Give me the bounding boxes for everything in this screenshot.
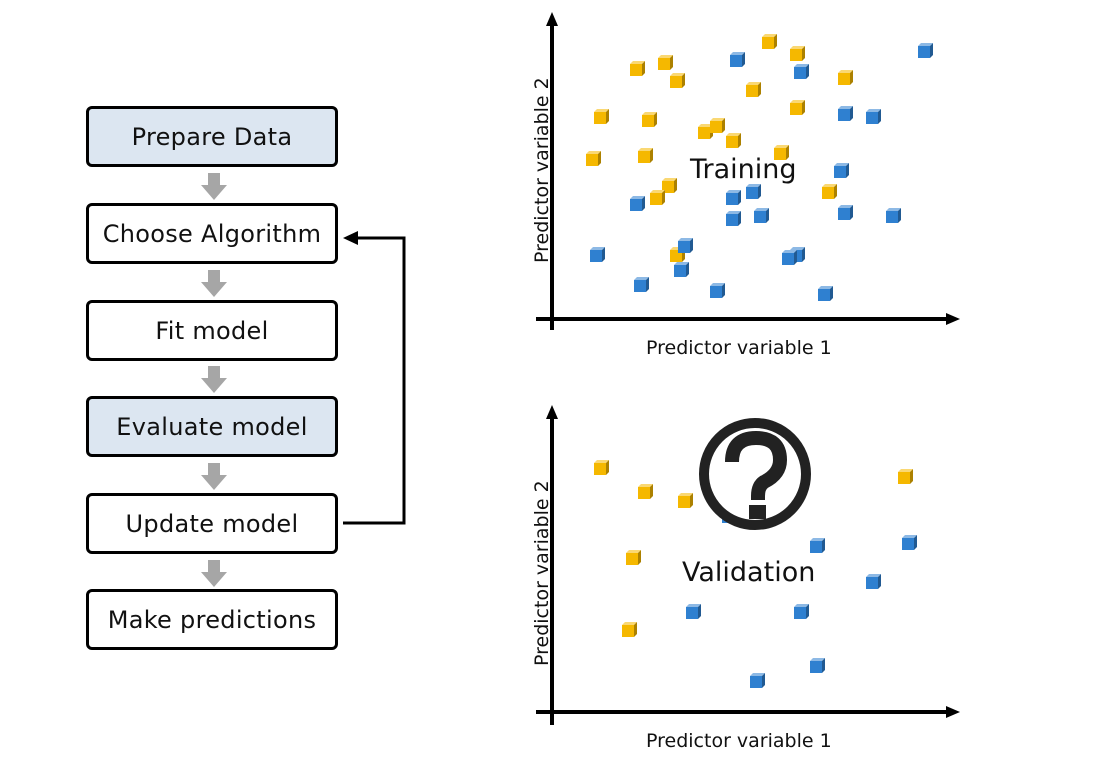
data-point-blue [746, 184, 761, 199]
step-choose-algorithm: Choose Algorithm [86, 203, 338, 264]
data-point-blue [838, 106, 853, 121]
data-point-blue [810, 538, 825, 553]
data-point-yellow [678, 493, 693, 508]
data-point-blue [634, 277, 649, 292]
data-point-blue [866, 109, 881, 124]
data-point-yellow [658, 55, 673, 70]
step-prepare-data: Prepare Data [86, 106, 338, 167]
step-make-predictions: Make predictions [86, 589, 338, 650]
data-point-blue [866, 574, 881, 589]
data-point-yellow [746, 82, 761, 97]
data-point-yellow [822, 184, 837, 199]
data-point-blue [726, 211, 741, 226]
data-point-yellow [838, 70, 853, 85]
training-label: Training [690, 154, 797, 185]
data-point-blue [730, 52, 745, 67]
validation-x-axis-label: Predictor variable 1 [646, 730, 832, 752]
data-point-yellow [670, 73, 685, 88]
validation-label: Validation [682, 557, 816, 588]
data-point-blue [630, 196, 645, 211]
data-point-yellow [650, 190, 665, 205]
data-point-blue [810, 658, 825, 673]
data-point-yellow [594, 109, 609, 124]
step-evaluate-model: Evaluate model [86, 396, 338, 457]
data-point-blue [674, 262, 689, 277]
data-point-blue [794, 64, 809, 79]
data-point-blue [838, 205, 853, 220]
data-point-yellow [586, 151, 601, 166]
data-point-yellow [642, 112, 657, 127]
data-point-yellow [662, 178, 677, 193]
data-point-yellow [790, 100, 805, 115]
data-point-yellow [762, 34, 777, 49]
data-point-yellow [626, 550, 641, 565]
data-point-blue [750, 673, 765, 688]
data-point-yellow [594, 460, 609, 475]
data-point-blue [794, 604, 809, 619]
down-arrow-icon [201, 560, 227, 587]
down-arrow-icon [201, 173, 227, 200]
data-point-yellow [638, 484, 653, 499]
data-point-yellow [726, 133, 741, 148]
data-point-blue [886, 208, 901, 223]
data-point-blue [902, 535, 917, 550]
down-arrow-icon [201, 366, 227, 393]
data-point-blue [710, 283, 725, 298]
data-point-blue [678, 238, 693, 253]
data-point-yellow [898, 469, 913, 484]
data-point-blue [726, 190, 741, 205]
data-point-blue [590, 247, 605, 262]
data-point-blue [918, 43, 933, 58]
data-point-yellow [638, 148, 653, 163]
data-point-blue [782, 250, 797, 265]
data-point-yellow [630, 61, 645, 76]
data-point-blue [754, 208, 769, 223]
training-x-axis-label: Predictor variable 1 [646, 337, 832, 359]
data-point-yellow [710, 118, 725, 133]
down-arrow-icon [201, 270, 227, 297]
step-fit-model: Fit model [86, 300, 338, 361]
validation-y-axis-label: Predictor variable 2 [531, 480, 553, 666]
data-point-blue [834, 163, 849, 178]
data-point-blue [818, 286, 833, 301]
data-point-yellow [774, 145, 789, 160]
data-point-yellow [790, 46, 805, 61]
data-point-yellow [622, 622, 637, 637]
down-arrow-icon [201, 463, 227, 490]
step-update-model: Update model [86, 493, 338, 554]
data-point-blue [686, 604, 701, 619]
